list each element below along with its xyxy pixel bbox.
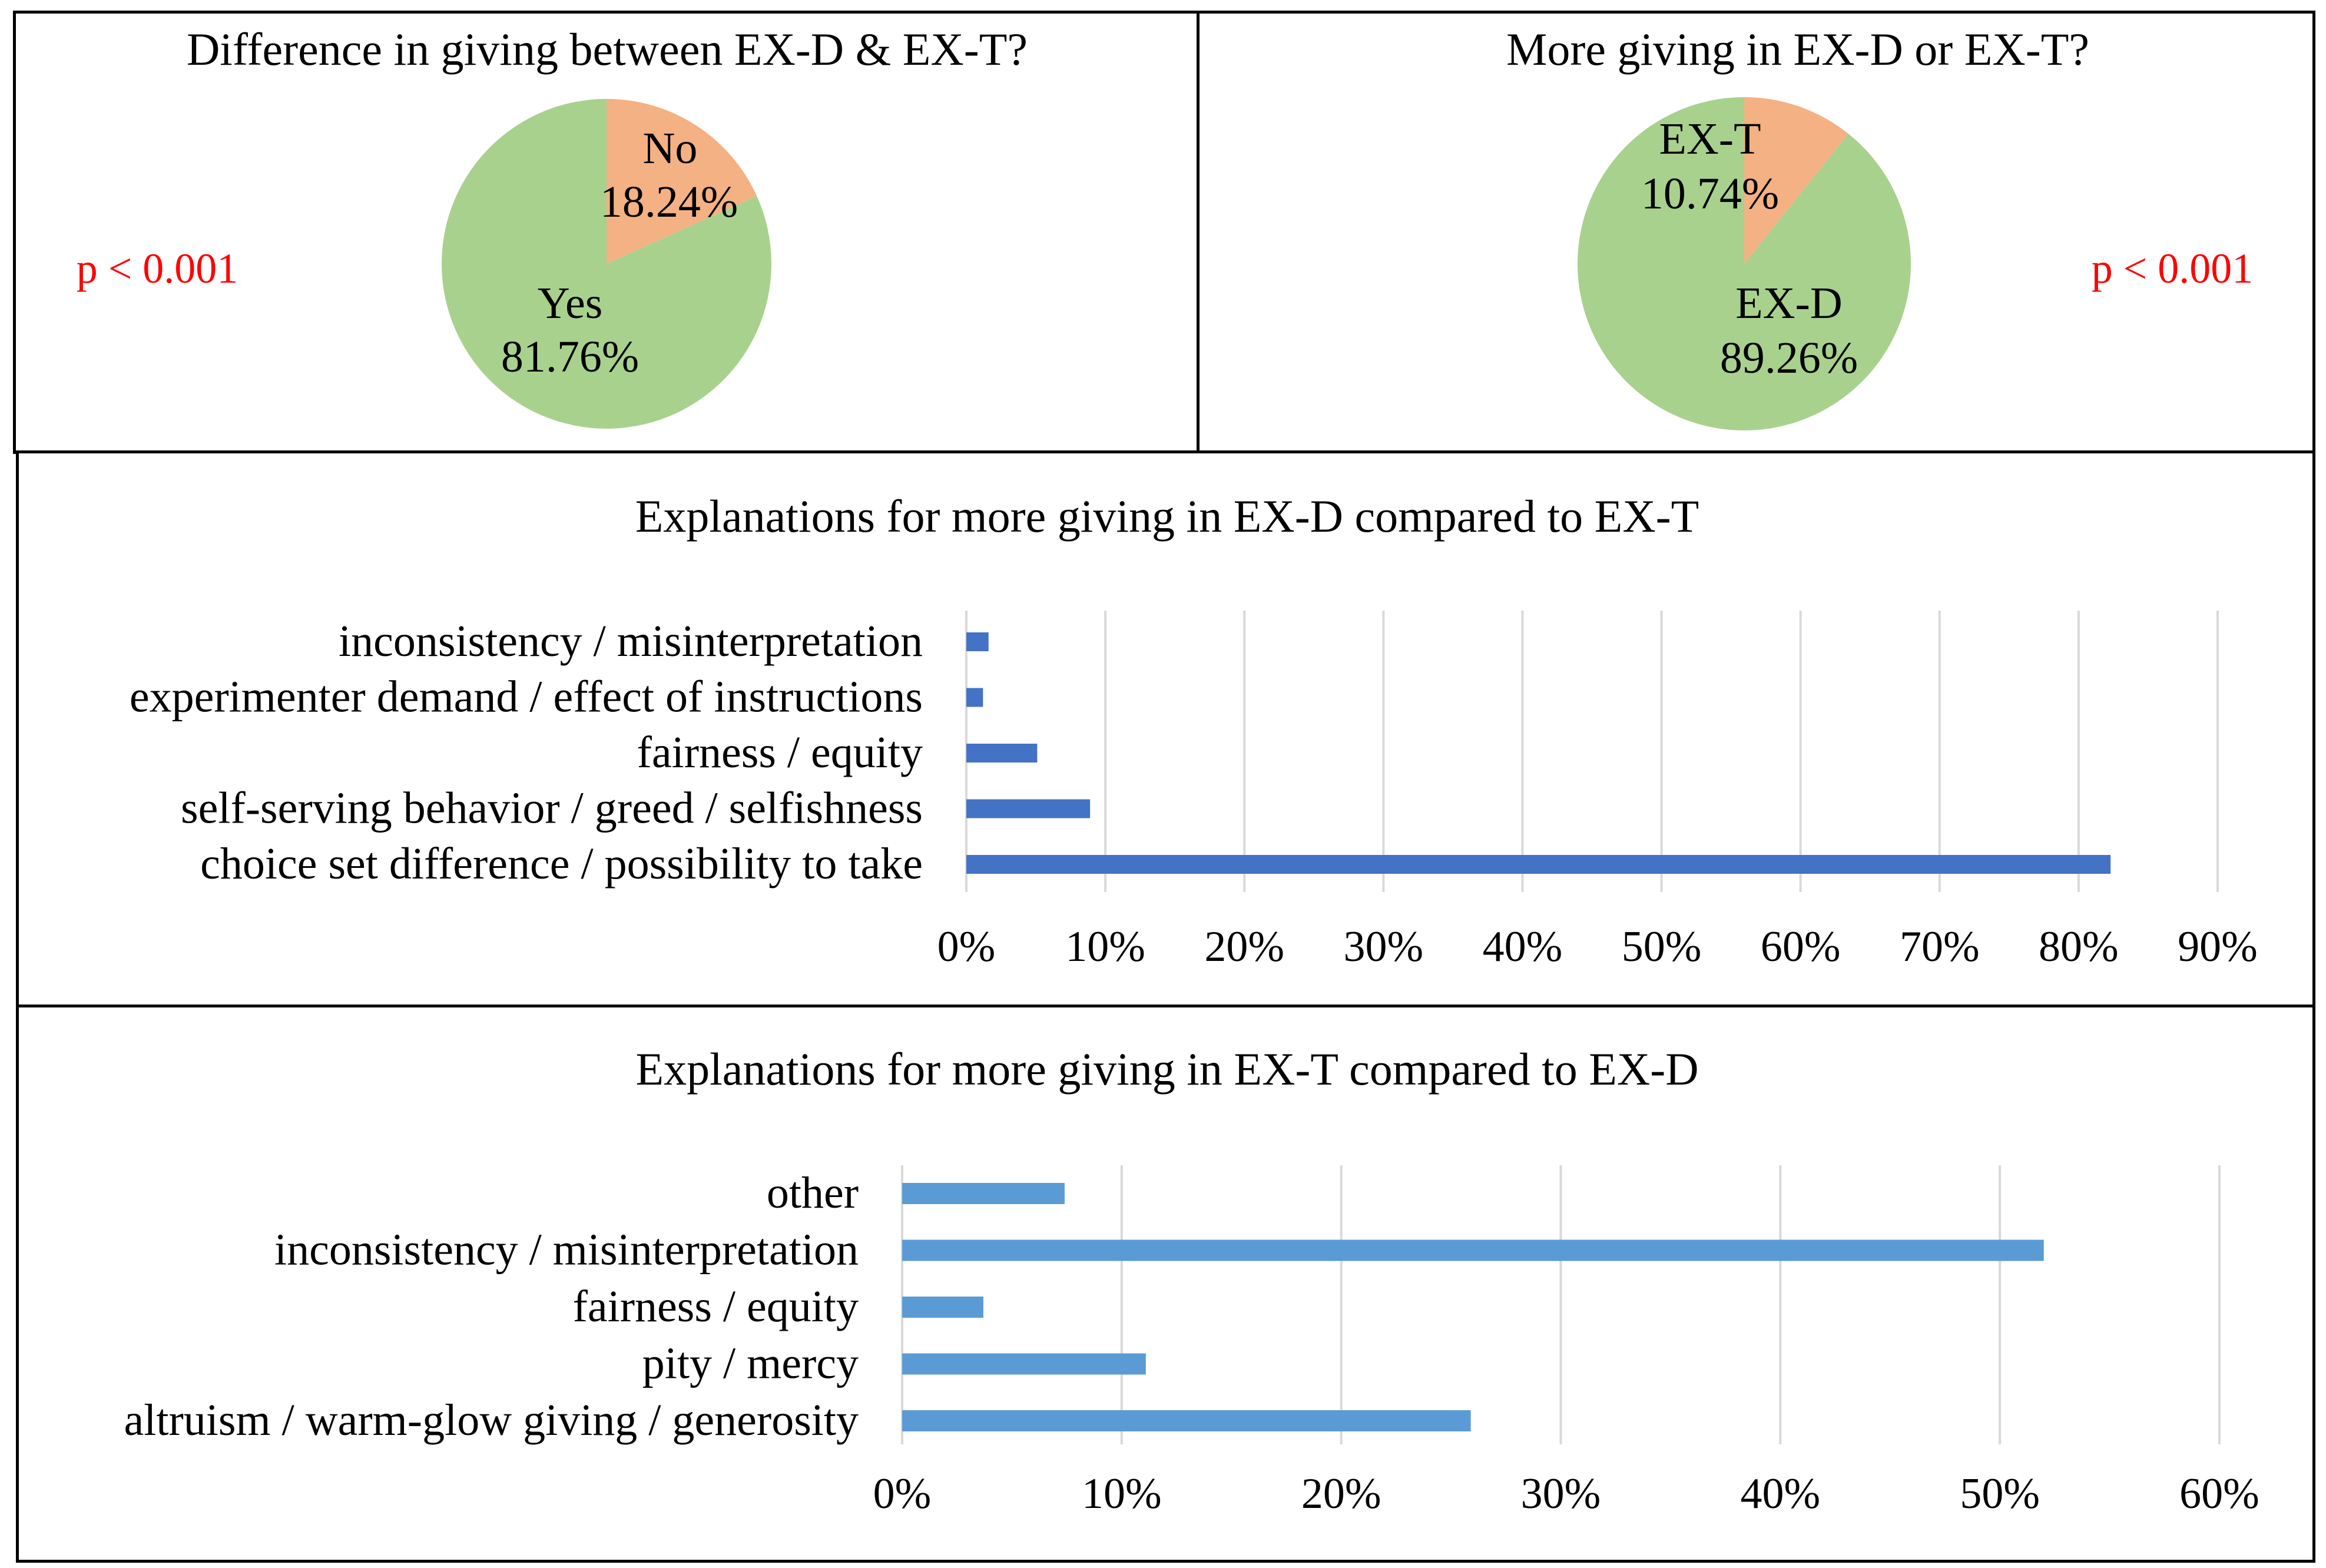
x-tick-label: 50%: [1960, 1470, 2040, 1518]
pie-slice-no: [607, 99, 757, 264]
category-label: inconsistency / misinterpretation: [274, 1225, 859, 1275]
pie-title: More giving in EX-D or EX-T?: [1506, 24, 2089, 75]
pie-slice-ex-d: [1578, 97, 1911, 430]
bar: [902, 1410, 1471, 1431]
pie-chart-direction: More giving in EX-D or EX-T? EX-T 10.74%…: [1506, 24, 2254, 430]
bar-chart-exd: Explanations for more giving in EX-D com…: [130, 490, 2258, 971]
bar: [902, 1183, 1065, 1204]
category-label: experimenter demand / effect of instruct…: [130, 672, 923, 722]
bar: [902, 1239, 2044, 1261]
category-label: choice set difference / possibility to t…: [200, 839, 923, 889]
slice-value-yes: 81.76%: [501, 332, 639, 382]
x-tick-label: 20%: [1301, 1470, 1381, 1518]
x-tick-label: 60%: [2179, 1470, 2259, 1518]
pie-title: Difference in giving between EX-D & EX-T…: [187, 24, 1028, 75]
bar-chart-title: Explanations for more giving in EX-D com…: [635, 490, 1699, 542]
x-tick-label: 0%: [937, 923, 996, 971]
p-value-annotation: p < 0.001: [77, 245, 238, 292]
bar: [966, 688, 983, 707]
x-tick-label: 20%: [1204, 923, 1284, 971]
x-tick-label: 10%: [1082, 1470, 1162, 1518]
slice-value-ex-d: 89.26%: [1720, 333, 1858, 383]
category-label: fairness / equity: [573, 1282, 859, 1331]
x-tick-label: 0%: [873, 1470, 932, 1518]
category-label: altruism / warm-glow giving / generosity: [124, 1395, 859, 1445]
slice-label-yes: Yes: [538, 279, 603, 328]
pie-panel-difference: Difference in giving between EX-D & EX-T…: [13, 11, 1201, 454]
category-label: other: [767, 1168, 859, 1218]
x-tick-label: 80%: [2039, 923, 2119, 971]
bar: [966, 799, 1091, 818]
pie-panel-direction: More giving in EX-D or EX-T? EX-T 10.74%…: [1197, 11, 2315, 454]
x-tick-label: 90%: [2178, 923, 2258, 971]
category-label: fairness / equity: [637, 728, 923, 777]
pie-slice-ex-t: [1744, 97, 1848, 264]
slice-label-no: No: [643, 124, 698, 173]
bar: [902, 1353, 1146, 1375]
slice-label-ex-t: EX-T: [1659, 114, 1761, 164]
x-tick-label: 30%: [1344, 923, 1424, 971]
bar-chart-title: Explanations for more giving in EX-T com…: [635, 1043, 1698, 1095]
category-label: self-serving behavior / greed / selfishn…: [181, 784, 923, 833]
x-tick-label: 50%: [1622, 923, 1702, 971]
pie-slice-yes: [442, 99, 772, 429]
bar: [902, 1297, 983, 1318]
slice-value-no: 18.24%: [600, 177, 738, 227]
x-tick-label: 30%: [1521, 1470, 1601, 1518]
bar: [966, 855, 2111, 874]
bar-panel-ext: Explanations for more giving in EX-T com…: [16, 1005, 2315, 1563]
x-tick-label: 40%: [1483, 923, 1563, 971]
category-label: inconsistency / misinterpretation: [339, 616, 923, 666]
bar-panel-exd: Explanations for more giving in EX-D com…: [16, 450, 2315, 1009]
x-tick-label: 10%: [1065, 923, 1145, 971]
slice-value-ex-t: 10.74%: [1641, 169, 1779, 218]
category-label: pity / mercy: [642, 1339, 859, 1388]
p-value-annotation: p < 0.001: [2092, 245, 2254, 292]
x-tick-label: 40%: [1741, 1470, 1821, 1518]
slice-label-ex-d: EX-D: [1735, 279, 1843, 328]
pie-chart-difference: Difference in giving between EX-D & EX-T…: [77, 24, 1028, 429]
bar: [966, 632, 989, 651]
bar-chart-ext: Explanations for more giving in EX-T com…: [124, 1043, 2259, 1518]
x-tick-label: 60%: [1761, 923, 1841, 971]
x-tick-label: 70%: [1900, 923, 1980, 971]
bar: [966, 744, 1038, 763]
